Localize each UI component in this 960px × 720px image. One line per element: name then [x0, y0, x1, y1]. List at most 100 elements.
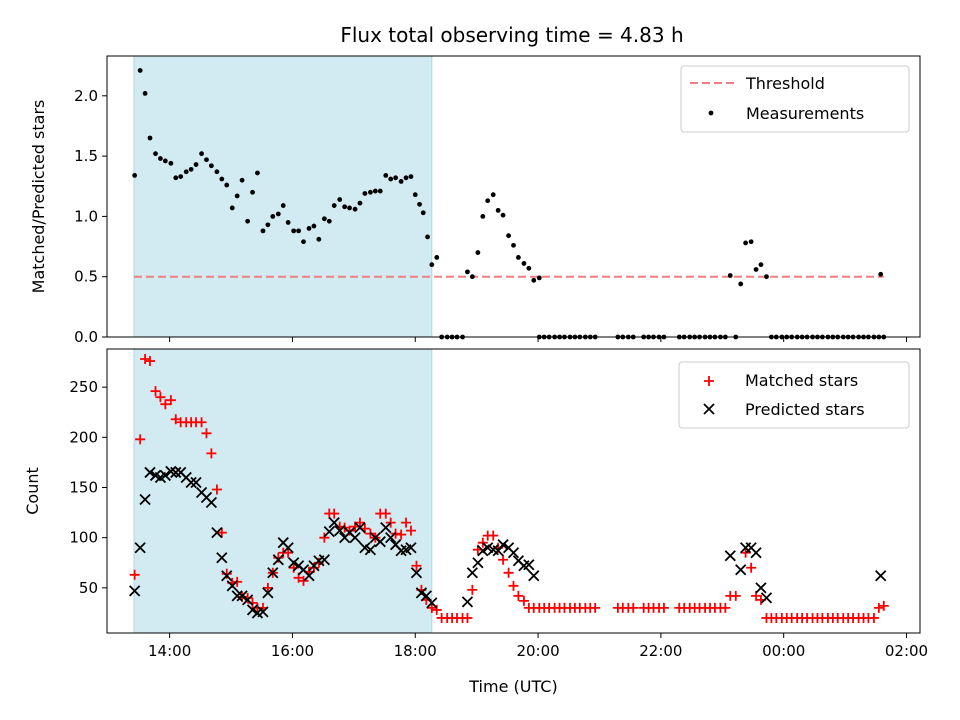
measurement-point: [260, 228, 266, 234]
measurement-point: [147, 135, 153, 141]
measurement-point: [764, 274, 769, 280]
top-y-axis-ticks: 0.0 0.5 1.0 1.5 2.0: [74, 87, 107, 346]
measurement-point: [388, 176, 394, 182]
measurement-point: [429, 262, 435, 268]
predicted-star-point: [507, 547, 520, 559]
measurement-point: [219, 176, 225, 182]
x-tick-label: 02:00: [885, 642, 928, 660]
matched-star-point: [144, 356, 155, 367]
measurement-point: [250, 189, 255, 195]
y-tick-label: 0.5: [74, 268, 98, 286]
measurement-point: [403, 175, 409, 181]
matched-star-point: [396, 529, 407, 540]
measurement-point: [311, 223, 317, 229]
matched-star-point: [401, 517, 412, 528]
measurement-point: [516, 255, 521, 260]
count-plot-frame: [106, 348, 921, 634]
measurement-point: [753, 267, 759, 272]
matched-star-point: [411, 560, 422, 571]
matched-star-point: [135, 434, 146, 445]
measurement-point: [158, 156, 163, 161]
matched-star-point: [467, 584, 478, 595]
measurement-point: [408, 174, 414, 180]
predicted-star-point: [139, 493, 151, 506]
measurement-point: [531, 277, 537, 283]
legend-threshold-label: Threshold: [745, 74, 825, 93]
predicted-star-point: [267, 567, 279, 579]
measurement-point: [178, 174, 184, 180]
predicted-star-point: [334, 525, 346, 537]
measurement-point: [743, 240, 749, 246]
matched-star-point: [150, 386, 161, 397]
matched-star-point: [298, 575, 309, 586]
matched-star-point: [488, 530, 499, 541]
predicted-star-point: [497, 539, 509, 551]
y-tick-label: 200: [69, 428, 98, 446]
measurement-point: [142, 90, 148, 96]
matched-star-point: [196, 417, 207, 428]
predicted-star-point: [221, 570, 233, 582]
measurement-point: [224, 182, 230, 188]
measurement-point: [137, 68, 143, 73]
measurement-point: [495, 207, 501, 213]
predicted-star-point: [272, 554, 284, 566]
predicted-star-point: [134, 542, 146, 554]
matched-star-point: [221, 568, 232, 579]
predicted-star-point: [328, 516, 340, 529]
measurement-point: [536, 275, 542, 281]
legend-predicted-swatch: [703, 403, 715, 415]
legend-measurements-label: Measurements: [746, 104, 864, 123]
measurement-point: [465, 269, 470, 275]
matched-star-point: [262, 582, 273, 593]
measurement-point: [417, 201, 422, 207]
matched-star-point: [201, 428, 212, 439]
predicted-star-point: [750, 547, 762, 559]
predicted-star-point: [257, 606, 269, 618]
measurement-point: [199, 151, 204, 157]
predicted-star-points: [128, 465, 887, 619]
matched-star-point: [658, 602, 669, 613]
y-tick-label: 2.0: [74, 87, 98, 105]
matched-star-point: [129, 569, 140, 580]
measurement-point: [280, 203, 286, 208]
measurement-point: [291, 228, 297, 234]
measurement-point: [372, 188, 378, 194]
measurement-point: [285, 220, 291, 225]
figure-title: Flux total observing time = 4.83 h: [340, 23, 683, 47]
x-tick-label: 20:00: [516, 642, 559, 660]
legend-measurements-swatch: [708, 110, 714, 116]
ratio-y-axis-label: Matched/Predicted stars: [29, 100, 48, 294]
measurement-point: [331, 203, 337, 208]
y-tick-label: 250: [69, 378, 98, 396]
legend-predicted-label: Predicted stars: [745, 400, 865, 419]
measurement-point: [352, 206, 358, 212]
measurement-point: [301, 239, 306, 245]
measurement-point: [506, 233, 511, 239]
measurement-point: [229, 205, 235, 211]
predicted-star-point: [735, 564, 747, 576]
top-x-axis-ticks: [169, 337, 907, 342]
y-tick-label: 1.5: [74, 147, 98, 165]
predicted-star-point: [128, 585, 141, 597]
measurement-point: [368, 189, 373, 195]
measurement-point: [362, 191, 368, 196]
measurement-point: [500, 212, 506, 218]
predicted-star-point: [466, 567, 478, 579]
measurement-point: [245, 218, 251, 224]
matched-star-point: [508, 580, 519, 591]
predicted-star-point: [426, 597, 438, 609]
measurement-point: [357, 200, 363, 206]
matched-star-point: [730, 590, 741, 601]
legend-matched-label: Matched stars: [745, 371, 858, 390]
measurement-point: [738, 281, 744, 287]
predicted-star-point: [374, 536, 386, 548]
predicted-star-point: [205, 496, 218, 509]
measurement-point: [511, 242, 516, 248]
measurement-point: [337, 197, 343, 202]
predicted-star-point: [159, 469, 171, 482]
predicted-star-point: [190, 476, 202, 489]
x-tick-label: 16:00: [271, 642, 314, 660]
measurement-point: [234, 193, 240, 199]
time-x-axis-label: Time (UTC): [468, 677, 557, 696]
predicted-star-point: [349, 532, 361, 544]
